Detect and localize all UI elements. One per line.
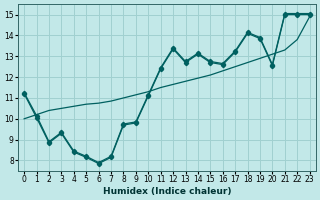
X-axis label: Humidex (Indice chaleur): Humidex (Indice chaleur) — [103, 187, 231, 196]
